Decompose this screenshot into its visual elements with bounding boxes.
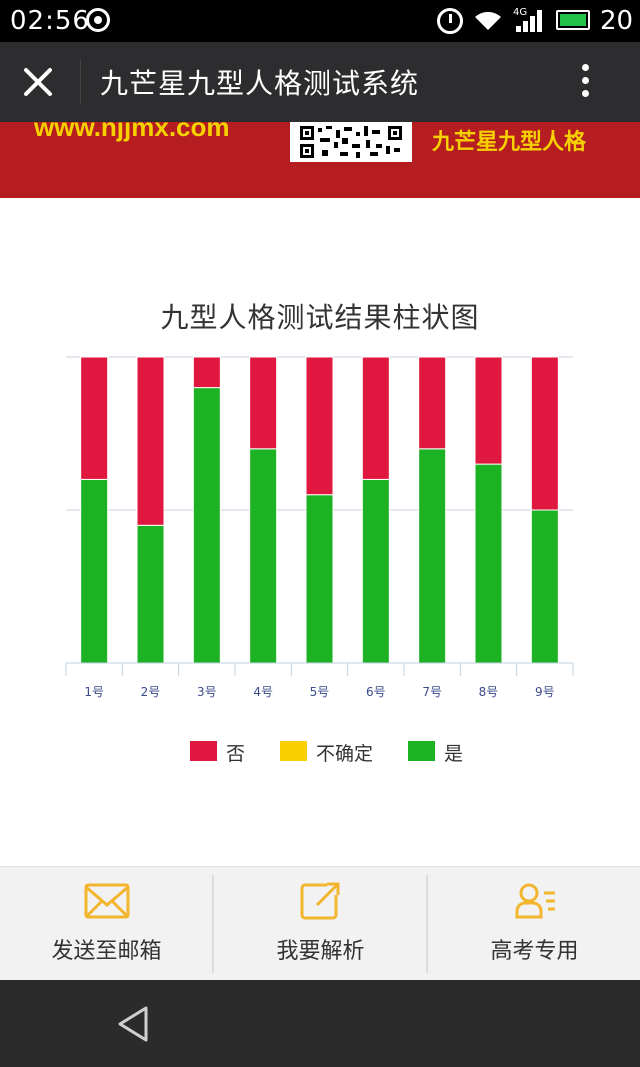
close-icon[interactable] (16, 60, 60, 104)
chart-bars (80, 356, 559, 664)
chart-bar-segment (530, 509, 559, 664)
chart-bar-segment (418, 356, 447, 450)
share-edit-icon (300, 882, 339, 920)
send-to-email-label: 发送至邮箱 (51, 939, 162, 964)
status-bar: 02:56 4G 20 (0, 0, 640, 42)
system-nav-bar (0, 980, 640, 1067)
chart-bar-segment (192, 387, 221, 664)
chart-bar-segment (192, 356, 221, 389)
college-exam-label: 高考专用 (490, 939, 579, 964)
x-tick-label: 7号 (422, 685, 442, 699)
chart-title: 九型人格测试结果柱状图 (160, 301, 480, 334)
chart-bar-segment (474, 463, 503, 664)
chart-legend: 否 不确定 是 (0, 737, 640, 767)
alarm-icon (437, 8, 463, 34)
more-vertical-icon[interactable] (570, 60, 600, 104)
college-exam-button[interactable]: 高考专用 (428, 867, 640, 981)
legend-swatch-uncertain (280, 741, 307, 761)
chart-bar-segment (136, 524, 165, 664)
x-tick-label: 5号 (310, 685, 330, 699)
chart-bar-segment (249, 448, 278, 664)
title-divider (80, 60, 81, 104)
legend-swatch-yes (408, 741, 435, 761)
send-to-email-button[interactable]: 发送至邮箱 (0, 867, 213, 981)
back-triangle-icon[interactable] (112, 1002, 156, 1046)
banner-slogan: 九芒星九型人格 (432, 130, 587, 155)
x-tick-label: 1号 (84, 685, 104, 699)
legend-label-yes: 是 (444, 743, 464, 765)
action-bar: 发送至邮箱 我要解析 高考专用 (0, 866, 640, 980)
x-tick-label: 4号 (253, 685, 273, 699)
chart-bar-segment (418, 448, 447, 664)
qr-code-image (290, 122, 412, 162)
envelope-icon (84, 883, 129, 919)
stacked-bar-chart: 1号 2号 3号 4号 5号 6号 7号 8号 9号 (65, 356, 574, 699)
network-type: 4G (513, 7, 528, 18)
chart-x-axis: 1号 2号 3号 4号 5号 6号 7号 8号 9号 (65, 662, 574, 699)
legend-label-no: 否 (226, 743, 246, 765)
analysis-button[interactable]: 我要解析 (214, 867, 427, 981)
x-tick-label: 9号 (535, 685, 555, 699)
sync-icon (86, 8, 110, 32)
chart-bar-segment (80, 478, 109, 664)
action-separator (212, 875, 214, 973)
wifi-icon (475, 11, 501, 30)
page-title: 九芒星九型人格测试系统 (100, 67, 420, 100)
x-tick-label: 8号 (479, 685, 499, 699)
chart-bar-segment (249, 356, 278, 450)
banner-url: www.njjmx.com (34, 122, 230, 142)
status-time: 02:56 (10, 6, 90, 36)
chart-bar-segment (305, 356, 334, 496)
contacts-icon (515, 883, 555, 919)
battery-level: 20 (600, 6, 634, 36)
battery-icon (556, 10, 590, 30)
header-banner: www.njjmx.com 九芒星九型人格 (0, 122, 640, 198)
analysis-label: 我要解析 (276, 939, 365, 964)
battery-fill (560, 14, 586, 26)
signal-icon (516, 10, 546, 32)
chart-bar-segment (361, 478, 390, 664)
x-tick-label: 2号 (141, 685, 161, 699)
legend-label-uncertain: 不确定 (316, 743, 374, 765)
chart-bar-segment (136, 356, 165, 526)
chart-bar-segment (80, 356, 109, 480)
chart-bar-segment (305, 494, 334, 664)
chart-bar-segment (530, 356, 559, 511)
title-bar: 九芒星九型人格测试系统 (0, 42, 640, 122)
legend-swatch-no (190, 741, 217, 761)
chart-bar-segment (361, 356, 390, 480)
x-tick-label: 3号 (197, 685, 217, 699)
chart-bar-segment (474, 356, 503, 465)
x-tick-label: 6号 (366, 685, 386, 699)
action-separator (426, 875, 428, 973)
